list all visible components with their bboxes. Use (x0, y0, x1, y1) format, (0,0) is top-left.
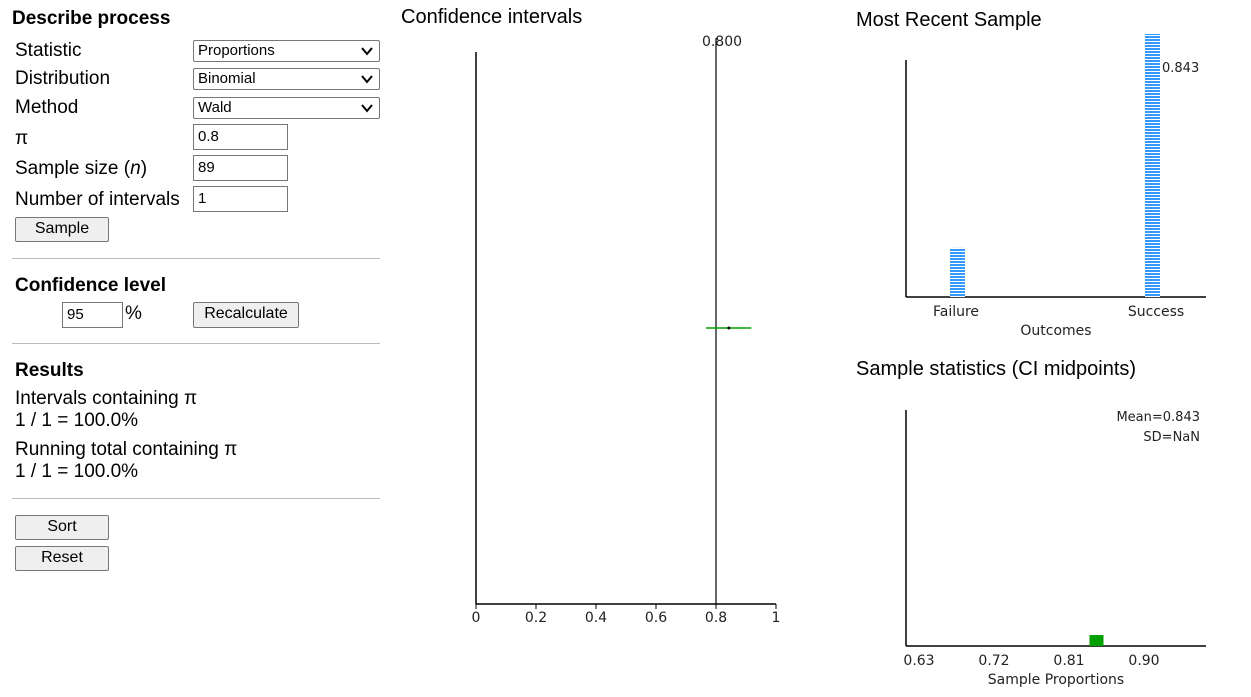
distribution-select-value: Binomial (198, 70, 256, 87)
ci-interval-midpoint (727, 326, 731, 330)
sample-midpoint-point (1089, 635, 1104, 646)
number-of-intervals-label: Number of intervals (15, 189, 180, 210)
confidence-level-heading: Confidence level (15, 275, 166, 296)
distribution-select[interactable]: Binomial (193, 68, 380, 90)
most-recent-sample-chart: 0.843 Failure Success Outcomes (905, 34, 1206, 339)
results-heading: Results (15, 360, 84, 381)
ci-x-tick-label: 0.2 (525, 610, 547, 626)
chevron-down-icon (361, 75, 373, 84)
ss-x-tick-label: 0.63 (903, 653, 934, 669)
sample-statistics-chart: Mean=0.843 SD=NaN 0.63 0.72 0.81 0.90 Sampl… (903, 410, 1206, 688)
mean-label: Mean=0.843 (1116, 410, 1200, 425)
most-recent-sample-title: Most Recent Sample (856, 9, 1042, 31)
sample-proportions-axis-label: Sample Proportions (988, 672, 1124, 688)
success-bar (1145, 34, 1160, 297)
outcomes-axis-label: Outcomes (1020, 323, 1091, 339)
method-label: Method (15, 97, 79, 118)
sample-size-label: Sample size (n) (15, 158, 148, 179)
percent-sign: % (125, 303, 142, 324)
chevron-down-icon (361, 47, 373, 56)
failure-category-label: Failure (933, 304, 979, 320)
ci-reference-label: 0.800 (702, 34, 742, 50)
divider (12, 498, 380, 499)
sample-button[interactable]: Sample (15, 217, 109, 242)
statistic-select-value: Proportions (198, 42, 275, 59)
sd-label: SD=NaN (1143, 430, 1200, 445)
success-proportion-label: 0.843 (1162, 61, 1199, 76)
failure-bar (950, 247, 965, 297)
ci-x-tick-label: 0.4 (585, 610, 607, 626)
method-select-value: Wald (198, 99, 232, 116)
sample-size-input[interactable]: 89 (193, 155, 288, 181)
number-of-intervals-input[interactable]: 1 (193, 186, 288, 212)
sort-button[interactable]: Sort (15, 515, 109, 540)
sample-statistics-title: Sample statistics (CI midpoints) (856, 358, 1137, 380)
ss-x-tick-label: 0.81 (1053, 653, 1084, 669)
ss-x-tick-label: 0.72 (978, 653, 1009, 669)
statistic-select[interactable]: Proportions (193, 40, 380, 62)
running-total-label: Running total containing π (15, 439, 238, 460)
success-category-label: Success (1128, 304, 1184, 320)
ci-x-tick-label: 0.6 (645, 610, 667, 626)
ss-x-tick-label: 0.90 (1128, 653, 1159, 669)
confidence-intervals-chart: 0.800 0 0.2 0.4 0.6 0.8 1 (472, 34, 781, 626)
confidence-intervals-title: Confidence intervals (401, 6, 583, 28)
pi-label: π (15, 128, 29, 149)
statistic-label: Statistic (15, 40, 82, 61)
running-total-value: 1 / 1 = 100.0% (15, 461, 139, 482)
ci-x-tick-label: 0.8 (705, 610, 727, 626)
describe-process-heading: Describe process (12, 8, 171, 29)
ci-x-tick-label: 0 (472, 610, 481, 626)
chevron-down-icon (361, 104, 373, 113)
divider (12, 343, 380, 344)
reset-button[interactable]: Reset (15, 546, 109, 571)
ci-x-tick-label: 1 (772, 610, 781, 626)
divider (12, 258, 380, 259)
intervals-containing-value: 1 / 1 = 100.0% (15, 410, 139, 431)
intervals-containing-label: Intervals containing π (15, 388, 198, 409)
confidence-level-input[interactable]: 95 (62, 302, 123, 328)
method-select[interactable]: Wald (193, 97, 380, 119)
pi-input[interactable]: 0.8 (193, 124, 288, 150)
recalculate-button[interactable]: Recalculate (193, 302, 299, 328)
distribution-label: Distribution (15, 68, 111, 89)
